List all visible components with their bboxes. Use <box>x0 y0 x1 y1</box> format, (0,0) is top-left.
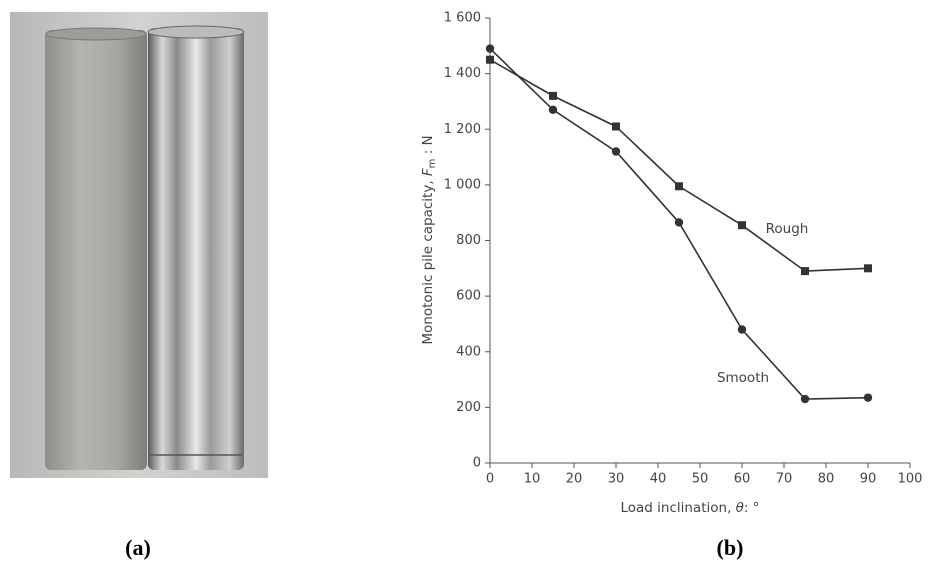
marker <box>485 44 495 53</box>
marker <box>864 264 872 273</box>
smooth-cylinder-top <box>147 25 245 39</box>
y-tick-label: 800 <box>456 233 481 248</box>
label-symbol: F <box>420 168 436 176</box>
label-unit: : N <box>420 135 436 158</box>
marker <box>800 394 810 404</box>
y-tick-label: 1 600 <box>444 11 481 26</box>
marker <box>863 393 873 402</box>
x-axis-label: Load inclination, θ: ° <box>620 500 759 516</box>
marker <box>737 325 747 334</box>
label-unit: : ° <box>744 500 760 516</box>
series-label: Smooth <box>717 370 769 386</box>
x-tick-label: 10 <box>524 472 541 487</box>
marker <box>738 221 746 230</box>
label-text: Monotonic pile capacity, <box>420 176 436 345</box>
x-tick-label: 90 <box>860 472 877 487</box>
x-tick-label: 70 <box>776 472 793 487</box>
y-tick-label: 400 <box>456 344 481 359</box>
rough-cylinder-top <box>45 27 147 41</box>
x-tick-label: 100 <box>898 472 923 487</box>
y-tick-label: 1 200 <box>444 122 481 137</box>
y-tick-label: 600 <box>456 289 481 304</box>
panel-label: (a) <box>125 535 151 560</box>
label-symbol: θ <box>736 500 744 516</box>
y-tick-label: 0 <box>473 456 481 471</box>
photo <box>10 12 268 478</box>
x-tick-label: 60 <box>734 472 751 487</box>
x-tick-label: 30 <box>608 472 625 487</box>
x-tick-label: 80 <box>818 472 835 487</box>
series-label: Rough <box>766 221 809 237</box>
y-tick-label: 1 400 <box>444 66 481 81</box>
y-tick-label: 1 000 <box>444 177 481 192</box>
smooth-cylinder <box>148 28 244 470</box>
x-tick-label: 50 <box>692 472 709 487</box>
y-tick-label: 200 <box>456 400 481 415</box>
series-line <box>489 59 869 272</box>
marker <box>611 147 621 156</box>
marker <box>674 218 684 227</box>
label-subscript: m <box>427 159 438 169</box>
marker <box>675 182 683 191</box>
marker <box>801 267 809 276</box>
x-tick-label: 0 <box>486 472 494 487</box>
label-text: Load inclination, <box>620 500 735 516</box>
y-axis-label: Monotonic pile capacity, Fm : N <box>420 135 438 344</box>
marker <box>549 91 557 100</box>
marker <box>486 55 494 64</box>
marker <box>548 105 558 114</box>
x-tick-label: 20 <box>566 472 583 487</box>
panel-label: (b) <box>717 535 744 560</box>
marker <box>612 122 620 131</box>
rough-cylinder <box>45 30 147 470</box>
x-tick-label: 40 <box>650 472 667 487</box>
